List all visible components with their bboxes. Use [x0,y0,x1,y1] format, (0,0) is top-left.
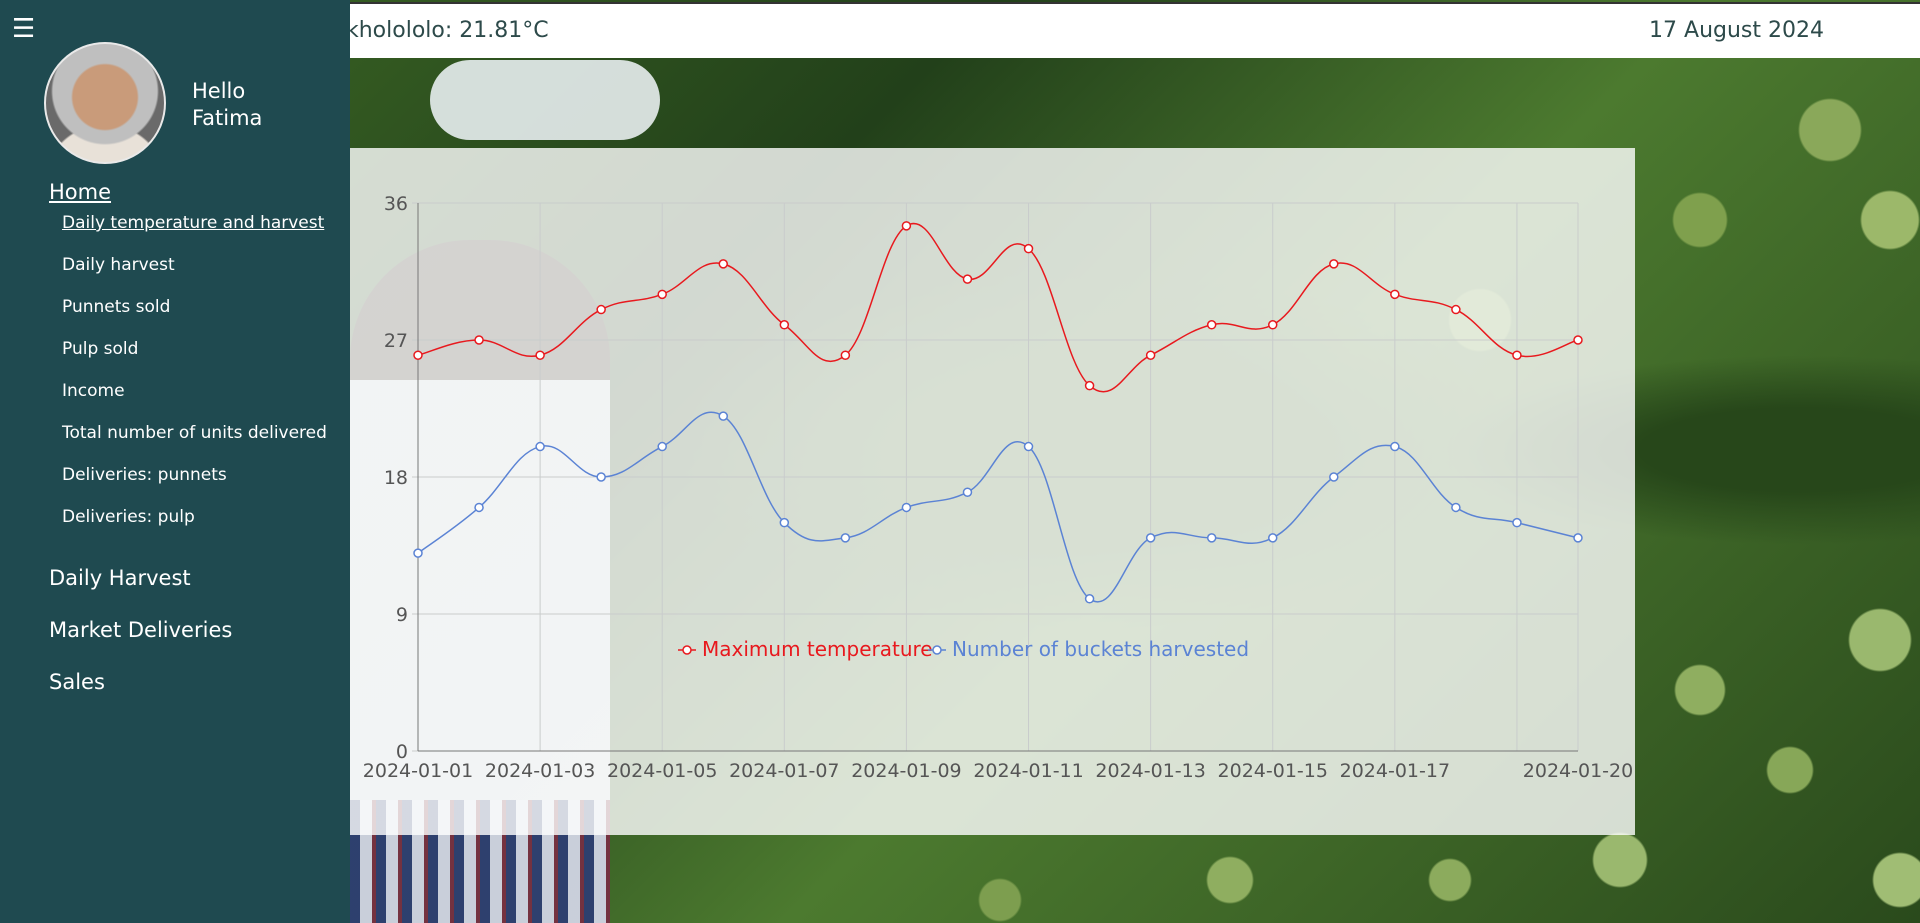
y-tick-label: 36 [384,193,408,215]
x-tick-label: 2024-01-05 [607,760,717,782]
nav-daily-harvest[interactable]: Daily harvest [62,255,175,275]
data-point-1 [596,472,606,482]
nav-total-units-delivered[interactable]: Total number of units delivered [62,423,327,443]
sidebar: ☰ Hello Fatima Home Daily temperature an… [0,0,350,923]
y-tick-label: 18 [384,467,408,489]
data-point-1 [718,411,729,421]
x-tick-label: 2024-01-09 [851,760,961,782]
legend-label-0: Maximum temperature [702,637,933,661]
legend-marker-1 [932,645,942,655]
y-tick-label: 27 [384,330,408,352]
data-point-0 [474,335,484,345]
nav-deliveries-pulp[interactable]: Deliveries: pulp [62,507,195,527]
x-tick-label: 2024-01-17 [1340,760,1450,782]
data-point-0 [1084,380,1095,391]
greeting-name: Fatima [192,106,263,130]
data-point-0 [1573,335,1583,345]
data-point-0 [1145,350,1156,360]
y-tick-label: 0 [396,741,408,763]
data-point-0 [962,274,973,284]
data-point-0 [718,259,729,269]
data-point-1 [1145,533,1156,543]
data-point-1 [474,502,484,513]
data-point-1 [657,441,667,452]
x-tick-label: 2024-01-07 [729,760,839,782]
data-point-0 [1206,320,1217,330]
data-point-1 [1267,533,1278,543]
data-point-1 [1573,533,1583,543]
legend-marker-0 [682,645,692,655]
nav-section-sales[interactable]: Sales [49,670,105,694]
nav-home[interactable]: Home [49,180,112,204]
data-point-1 [840,533,851,543]
data-point-1 [535,441,545,452]
x-tick-label: 2024-01-11 [973,760,1083,782]
data-point-0 [1451,304,1461,315]
data-point-0 [413,350,423,360]
data-point-1 [779,517,790,528]
nav-deliveries-punnets[interactable]: Deliveries: punnets [62,465,227,485]
data-point-0 [1267,320,1278,330]
nav-punnets-sold[interactable]: Punnets sold [62,297,171,317]
x-tick-label: 2024-01-15 [1218,760,1328,782]
nav-income[interactable]: Income [62,381,125,401]
series-line-1 [417,411,1579,603]
legend-label-1: Number of buckets harvested [952,637,1249,661]
nav-daily-temperature-and-harvest[interactable]: Daily temperature and harvest [62,213,325,233]
series-line-0 [417,222,1579,393]
data-point-1 [1451,502,1461,513]
nav-section-market-deliveries[interactable]: Market Deliveries [49,618,233,642]
data-point-0 [1512,350,1522,360]
background-sky [430,60,660,140]
x-tick-label: 2024-01-03 [485,760,595,782]
temperature-harvest-chart: 0 9 18 27 36 2024-01-01 2024-01-03 2024-01-05 20… [363,193,1633,782]
data-point-1 [1084,594,1095,604]
data-point-1 [962,487,973,497]
chart-panel: 0 9 18 27 36 2024-01-01 2024-01-03 2024-01-05 20… [350,148,1635,835]
nav-section-daily-harvest[interactable]: Daily Harvest [49,566,191,590]
x-tick-label: 2024-01-13 [1095,760,1205,782]
x-tick-label: 2024-01-20 [1523,760,1633,782]
data-point-0 [1023,243,1034,254]
data-point-0 [596,304,606,315]
data-point-1 [1512,517,1522,528]
weather-readout: kholololo: 21.81°C [346,18,549,43]
data-point-0 [535,350,545,360]
data-point-0 [840,350,851,360]
data-point-1 [1023,441,1034,452]
sidebar-nav: Home Daily temperature and harvest Daily… [0,178,350,720]
hamburger-icon[interactable]: ☰ [12,14,36,44]
x-tick-label: 2024-01-01 [363,760,473,782]
greeting: Hello Fatima [192,78,262,132]
data-point-0 [1390,289,1400,300]
data-point-0 [779,320,790,330]
data-point-1 [413,548,423,558]
data-point-1 [1390,441,1400,452]
data-point-1 [901,502,912,513]
y-tick-label: 9 [396,604,408,626]
avatar [44,42,166,164]
current-date: 17 August 2024 [1649,18,1824,43]
data-point-1 [1206,533,1217,543]
data-point-0 [657,289,667,300]
data-point-1 [1329,472,1339,482]
data-point-0 [1329,259,1339,269]
data-point-0 [901,221,912,231]
nav-pulp-sold[interactable]: Pulp sold [62,339,139,359]
greeting-hello: Hello [192,79,246,103]
